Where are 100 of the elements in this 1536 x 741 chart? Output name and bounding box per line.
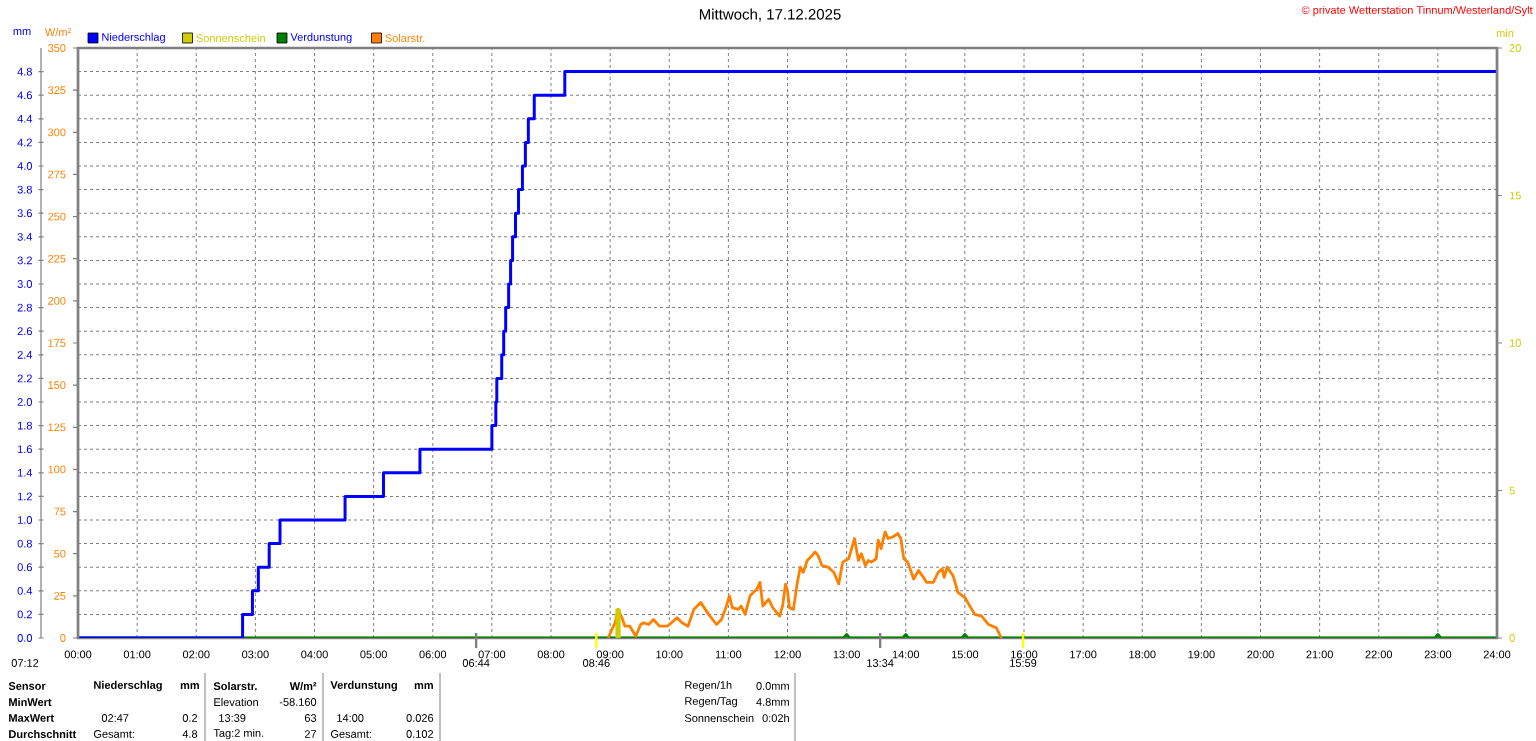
text: 0:02h xyxy=(762,713,789,723)
y-tick-label: 4.6 xyxy=(17,91,32,100)
ref-line-label: 13:34 xyxy=(867,659,894,667)
y2-tick-label: 100 xyxy=(48,465,66,474)
y2-tick-label: 25 xyxy=(54,591,66,600)
x-tick-label: 00:00 xyxy=(64,650,92,659)
x-tick-label: 18:00 xyxy=(1129,650,1156,659)
y-tick-label: 3.8 xyxy=(17,185,32,194)
x-tick-label: 16:00 xyxy=(1011,650,1038,659)
y-tick-label: 4.4 xyxy=(17,115,33,123)
text: Sensor xyxy=(8,682,46,690)
y2-tick-label: 125 xyxy=(48,423,66,432)
text: MaxWert xyxy=(9,714,54,722)
text: Tag:2 min. xyxy=(213,728,264,740)
y3-tick-label: 10 xyxy=(1509,339,1521,347)
x-tick-label: 06:00 xyxy=(419,650,447,659)
y2-tick-label: 150 xyxy=(48,381,66,390)
x-tick-label: 14:00 xyxy=(892,650,920,659)
y2-tick-label: 275 xyxy=(48,170,66,179)
y2-tick-label: 75 xyxy=(54,507,66,516)
text: 63 xyxy=(304,714,317,722)
y-tick-label: 1.8 xyxy=(18,421,32,430)
text: 13:39 xyxy=(219,714,246,722)
y2-tick-label: 300 xyxy=(48,128,66,137)
x-tick-label: 01:00 xyxy=(123,650,151,659)
y-tick-label: 2.0 xyxy=(17,398,32,406)
text: W/m² xyxy=(289,681,317,691)
x-tick-label: 13:00 xyxy=(833,650,860,659)
legend-label: Verdunstung xyxy=(290,32,352,44)
text: Gesamt: xyxy=(330,730,371,738)
text: 0.2 xyxy=(182,714,198,722)
y-tick-label: 1.0 xyxy=(18,516,32,524)
text: Gesamt: xyxy=(93,730,134,738)
text: Regen/1h xyxy=(685,680,732,692)
text: 4.8 xyxy=(182,730,198,738)
text: 14:00 xyxy=(337,714,364,722)
x-tick-label: 23:00 xyxy=(1424,650,1452,659)
y-tick-label: 4.2 xyxy=(17,138,32,147)
y2-axis-title: W/m² xyxy=(44,27,71,37)
y2-tick-label: 0 xyxy=(60,634,66,642)
y-tick-label: 0.4 xyxy=(17,586,33,595)
x-tick-label: 21:00 xyxy=(1306,650,1333,659)
y-tick-label: 3.4 xyxy=(17,232,33,241)
text: MinWert xyxy=(9,697,52,707)
y2-tick-label: 250 xyxy=(48,212,66,221)
x-tick-label: 17:00 xyxy=(1070,650,1097,659)
text: 07:12 xyxy=(11,659,39,667)
x-tick-label: 10:00 xyxy=(656,650,683,659)
x-tick-label: 11:00 xyxy=(715,650,742,659)
x-tick-label: 19:00 xyxy=(1188,650,1215,659)
ref-line-label: 08:46 xyxy=(583,659,610,667)
text: Elevation xyxy=(214,697,258,707)
y2-tick-label: 225 xyxy=(48,254,66,263)
y-tick-label: 3.0 xyxy=(17,280,32,288)
y3-tick-label: 15 xyxy=(1509,191,1521,200)
text: Verdunstung xyxy=(330,680,397,692)
y3-tick-label: 0 xyxy=(1509,634,1515,642)
legend-label: Sonnenschein xyxy=(196,33,265,43)
y-tick-label: 0.0 xyxy=(17,634,32,642)
text: 27 xyxy=(304,730,317,738)
text: Regen/Tag xyxy=(685,696,737,708)
y-tick-label: 0.2 xyxy=(17,610,32,619)
x-tick-label: 24:00 xyxy=(1483,650,1511,659)
text: mm xyxy=(180,683,199,689)
text: 4.8mm xyxy=(756,698,789,706)
y-tick-label: 0.8 xyxy=(17,539,32,548)
y3-axis-title: min xyxy=(1496,29,1514,37)
y-tick-label: 4.0 xyxy=(17,162,32,170)
y-tick-label: 2.4 xyxy=(17,350,33,359)
x-tick-label: 22:00 xyxy=(1365,650,1393,659)
x-tick-label: 15:00 xyxy=(951,650,979,659)
y-tick-label: 2.2 xyxy=(17,374,32,383)
y-tick-label: 3.2 xyxy=(17,256,32,265)
y-tick-label: 3.6 xyxy=(17,209,32,218)
y2-tick-label: 200 xyxy=(48,296,66,305)
y2-tick-label: 175 xyxy=(48,339,66,347)
text: Sonnenschein xyxy=(684,713,754,723)
x-tick-label: 05:00 xyxy=(360,650,387,659)
x-tick-label: 04:00 xyxy=(301,650,328,659)
y-tick-label: 1.4 xyxy=(18,469,33,477)
legend-label: Niederschlag xyxy=(102,32,165,44)
x-tick-label: 08:00 xyxy=(537,650,565,659)
text: 0.0mm xyxy=(756,682,789,690)
ref-line-label: 15:59 xyxy=(1010,659,1037,667)
text: -58.160 xyxy=(279,698,317,706)
text: 02:47 xyxy=(101,714,129,722)
y2-tick-label: 325 xyxy=(48,86,66,95)
x-tick-label: 09:00 xyxy=(596,650,624,659)
text: Durchschnitt xyxy=(9,729,77,739)
text: 0.102 xyxy=(406,730,434,738)
y-axis-title: mm xyxy=(13,29,31,35)
y-tick-label: 2.6 xyxy=(17,327,32,336)
y2-tick-label: 50 xyxy=(54,549,66,558)
y3-tick-label: 20 xyxy=(1509,44,1521,52)
x-tick-label: 07:00 xyxy=(478,650,506,659)
y3-tick-label: 5 xyxy=(1509,486,1515,495)
legend-label: Solarstr. xyxy=(385,33,425,43)
text: mm xyxy=(414,683,433,689)
text: Solarstr. xyxy=(213,681,257,691)
chart-title: Mittwoch, 17.12.2025 xyxy=(699,8,841,22)
